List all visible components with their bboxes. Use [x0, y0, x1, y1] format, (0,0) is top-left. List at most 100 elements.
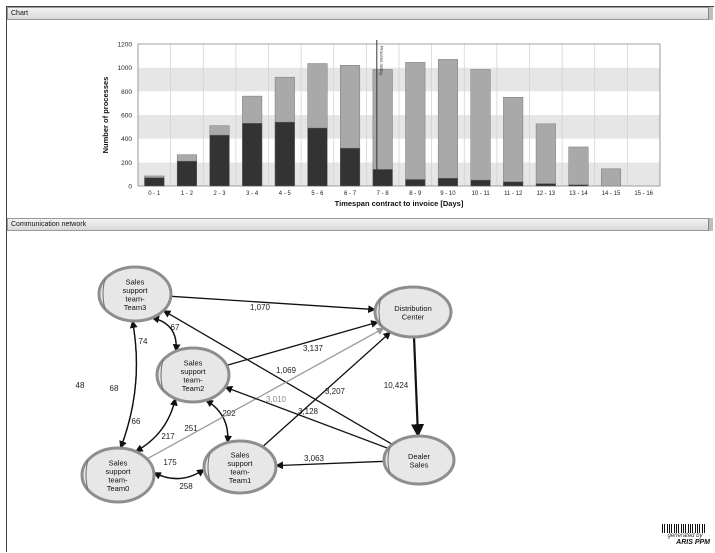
- network-edge[interactable]: [410, 336, 425, 438]
- network-edge[interactable]: [151, 317, 181, 352]
- node-shape[interactable]: [202, 439, 278, 495]
- node-label: Sales support team-Team1: [227, 450, 253, 485]
- x-tick-label: 11 - 12: [504, 191, 523, 197]
- network-edge[interactable]: [162, 310, 393, 445]
- bar-total[interactable]: [437, 59, 458, 187]
- bar-highlight[interactable]: [242, 123, 263, 187]
- bar-highlight[interactable]: [176, 160, 197, 187]
- network-edge[interactable]: [134, 398, 176, 453]
- bar-highlight[interactable]: [470, 179, 491, 187]
- window-frame: [6, 6, 714, 552]
- y-tick-label: 0: [128, 184, 132, 191]
- node-accent: [102, 279, 106, 309]
- network-panel-title: Communication network: [11, 221, 87, 228]
- network-edge[interactable]: [224, 385, 389, 450]
- node-shape[interactable]: [80, 446, 156, 504]
- node-label: Distribution Center: [394, 304, 432, 322]
- edge-value-label: 3,207: [325, 387, 346, 396]
- node-dc[interactable]: Distribution Center: [373, 285, 453, 339]
- network-edge[interactable]: [153, 468, 205, 480]
- y-tick-label: 400: [121, 136, 132, 143]
- x-tick-label: 14 - 15: [602, 191, 621, 197]
- edge-value-label: 3,010: [266, 395, 287, 404]
- bar-highlight[interactable]: [307, 127, 328, 187]
- network-edge[interactable]: [226, 320, 379, 366]
- edge-value-label: 1,070: [250, 303, 271, 312]
- edge-value-label: 10,424: [384, 381, 409, 390]
- plot-area: [137, 43, 661, 187]
- edge-value-label: 1,069: [276, 366, 297, 375]
- node-team0[interactable]: Sales support team-Team0: [80, 446, 156, 504]
- node-shape[interactable]: [155, 346, 231, 404]
- x-tick-label: 0 - 1: [148, 191, 161, 197]
- bar-highlight[interactable]: [372, 169, 393, 187]
- node-team3[interactable]: Sales support team-Team3: [97, 265, 173, 323]
- node-accent: [85, 460, 89, 490]
- edge-value-label: 3,128: [298, 407, 319, 416]
- network-panel-header[interactable]: Communication network: [7, 218, 713, 231]
- bar-total[interactable]: [503, 97, 524, 187]
- network-edge[interactable]: [146, 327, 385, 460]
- edge-value-label: 258: [179, 482, 193, 491]
- watermark-line1: generated by: [667, 533, 703, 539]
- network-edge[interactable]: [170, 295, 376, 313]
- x-tick-label: 7 - 8: [377, 191, 390, 197]
- edge-value-label: 74: [139, 337, 148, 346]
- network-edge[interactable]: [119, 320, 138, 449]
- x-tick-label: 8 - 9: [409, 191, 422, 197]
- bar-highlight[interactable]: [568, 184, 589, 187]
- panel-resize-handle[interactable]: [708, 218, 713, 231]
- chart-panel-title: Chart: [11, 10, 29, 17]
- x-tick-label: 15 - 16: [634, 191, 653, 197]
- bar-chart: 0 200 400 600 800 1000 1200 0 - 1 1 - 2 2 - 3 3 - …: [101, 40, 661, 208]
- edge-value-label: 3,137: [303, 344, 324, 353]
- node-shape[interactable]: [97, 265, 173, 323]
- bar-highlight[interactable]: [274, 121, 295, 187]
- bar-highlight[interactable]: [209, 134, 230, 187]
- node-label: Sales support team-Team2: [180, 358, 206, 393]
- edge-value-label: 251: [184, 424, 198, 433]
- barcode-icon: [662, 524, 706, 533]
- bar-highlight[interactable]: [405, 179, 426, 187]
- bar-total[interactable]: [568, 146, 589, 187]
- node-accent: [207, 452, 211, 482]
- node-accent: [378, 298, 382, 326]
- bar-highlight[interactable]: [340, 147, 361, 187]
- node-label: Sales support team-Team0: [105, 458, 131, 493]
- node-dealer[interactable]: Dealer Sales: [382, 434, 456, 486]
- bar-total[interactable]: [372, 69, 393, 187]
- edge-value-label: 175: [163, 458, 177, 467]
- network-edge[interactable]: [262, 331, 392, 448]
- bar-highlight[interactable]: [535, 183, 556, 187]
- bar-total[interactable]: [470, 69, 491, 187]
- x-tick-label: 6 - 7: [344, 191, 357, 197]
- y-tick-label: 1000: [118, 65, 133, 72]
- network-edge[interactable]: [119, 320, 138, 449]
- bar-total[interactable]: [601, 168, 622, 187]
- edge-value-label: 66: [132, 417, 141, 426]
- bar-highlight[interactable]: [437, 178, 458, 187]
- edge-value-label: 3,063: [304, 454, 325, 463]
- y-axis-label: Number of processes: [101, 77, 110, 154]
- network-edge[interactable]: [135, 397, 178, 453]
- x-axis-label: Timespan contract to invoice [Days]: [335, 199, 464, 208]
- node-shape[interactable]: [373, 285, 453, 339]
- panel-resize-handle[interactable]: [708, 7, 713, 20]
- node-team2[interactable]: Sales support team-Team2: [155, 346, 231, 404]
- bar-highlight[interactable]: [144, 177, 165, 187]
- network-edge[interactable]: [205, 399, 229, 443]
- network-edge[interactable]: [275, 460, 385, 470]
- x-tick-label: 13 - 14: [569, 191, 588, 197]
- node-team1[interactable]: Sales support team-Team1: [202, 439, 278, 495]
- bar-highlight[interactable]: [503, 181, 524, 187]
- bar-total[interactable]: [535, 123, 556, 187]
- x-tick-label: 4 - 5: [279, 191, 292, 197]
- bar-total[interactable]: [405, 62, 426, 187]
- y-tick-label: 200: [121, 160, 132, 167]
- y-tick-label: 800: [121, 89, 132, 96]
- chart-panel-header[interactable]: Chart: [7, 7, 713, 20]
- node-layer: Sales support team-Team3 Sales support team-T…: [80, 265, 456, 504]
- node-shape[interactable]: [382, 434, 456, 486]
- x-tick-label: 9 - 10: [440, 191, 456, 197]
